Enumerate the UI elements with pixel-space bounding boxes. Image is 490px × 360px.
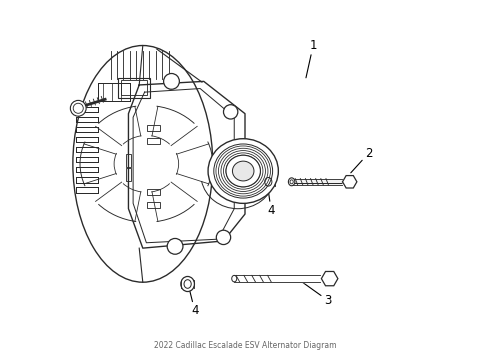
Polygon shape xyxy=(343,176,357,188)
Circle shape xyxy=(164,73,179,89)
Ellipse shape xyxy=(289,178,295,186)
Text: 2022 Cadillac Escalade ESV Alternator Diagram: 2022 Cadillac Escalade ESV Alternator Di… xyxy=(154,341,336,350)
Ellipse shape xyxy=(208,139,278,203)
Text: 4: 4 xyxy=(268,191,275,217)
Bar xyxy=(147,189,160,195)
Bar xyxy=(121,80,147,95)
Bar xyxy=(125,154,131,167)
Text: 1: 1 xyxy=(306,39,317,78)
Ellipse shape xyxy=(232,161,254,181)
Text: 3: 3 xyxy=(302,282,331,307)
Bar xyxy=(147,125,160,131)
Bar xyxy=(147,202,160,208)
Ellipse shape xyxy=(226,155,260,187)
Circle shape xyxy=(216,230,231,244)
Text: 2: 2 xyxy=(351,147,372,173)
Bar xyxy=(118,78,150,98)
Ellipse shape xyxy=(262,174,275,189)
Circle shape xyxy=(71,100,86,116)
Bar xyxy=(125,168,131,181)
Polygon shape xyxy=(321,271,338,286)
Text: 4: 4 xyxy=(190,289,198,318)
Circle shape xyxy=(223,105,238,119)
Circle shape xyxy=(167,238,183,254)
Bar xyxy=(147,138,160,144)
Ellipse shape xyxy=(232,275,237,282)
Ellipse shape xyxy=(181,276,195,292)
